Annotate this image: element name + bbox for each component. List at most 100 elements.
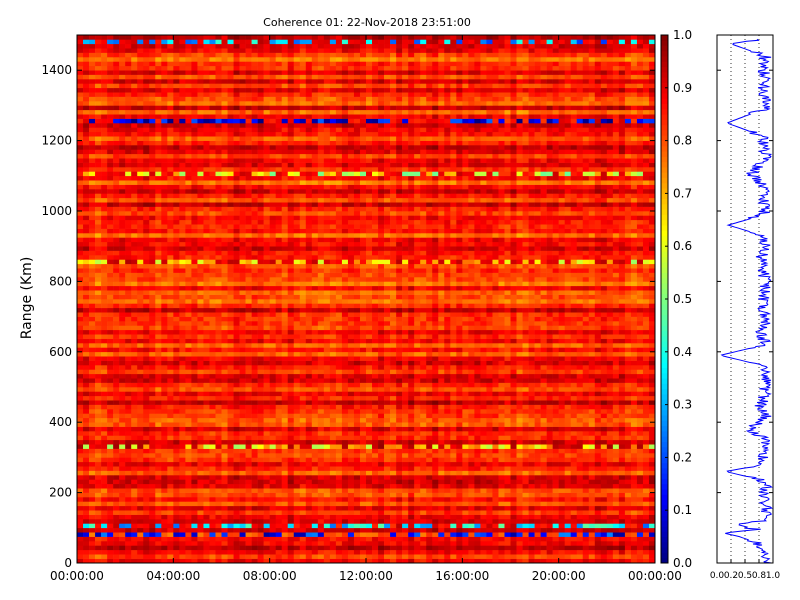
- heatmap-cell: [618, 475, 626, 480]
- heatmap-cell: [95, 400, 102, 405]
- heatmap-cell: [137, 466, 144, 471]
- heatmap-cell: [498, 453, 505, 458]
- heatmap-cell: [149, 439, 156, 445]
- heatmap-cell: [492, 373, 499, 379]
- heatmap-cell: [516, 510, 523, 515]
- heatmap-cell: [486, 422, 493, 427]
- heatmap-cell: [438, 549, 445, 555]
- heatmap-cell: [299, 453, 307, 458]
- heatmap-cell: [462, 351, 469, 357]
- heatmap-cell: [510, 448, 517, 454]
- heatmap-cell: [239, 369, 246, 375]
- heatmap-cell: [636, 439, 644, 445]
- heatmap-cell: [353, 554, 361, 559]
- heatmap-cell: [257, 545, 264, 551]
- heatmap-cell: [534, 461, 541, 467]
- heatmap-cell: [191, 444, 198, 449]
- heatmap-cell: [546, 365, 553, 370]
- heatmap-cell: [185, 444, 192, 449]
- heatmap-cell: [203, 356, 210, 361]
- heatmap-cell: [456, 497, 463, 502]
- heatmap-cell: [372, 351, 379, 357]
- heatmap-cell: [378, 514, 385, 520]
- heatmap-cell: [516, 417, 523, 423]
- heatmap-cell: [618, 545, 626, 551]
- heatmap-cell: [149, 431, 156, 436]
- heatmap-cell: [408, 483, 415, 489]
- heatmap-cell: [648, 532, 656, 537]
- heatmap-cell: [287, 466, 295, 471]
- heatmap-cell: [317, 395, 325, 401]
- heatmap-cell: [101, 448, 108, 454]
- heatmap-cell: [233, 527, 240, 533]
- heatmap-cell: [474, 497, 481, 502]
- heatmap-cell: [438, 426, 445, 432]
- heatmap-cell: [347, 351, 355, 357]
- heatmap-cell: [390, 360, 397, 366]
- heatmap-cell: [444, 422, 451, 427]
- heatmap-cell: [396, 492, 403, 498]
- heatmap-cell: [167, 470, 174, 476]
- heatmap-cell: [239, 554, 246, 559]
- heatmap-cell: [426, 400, 433, 405]
- heatmap-cell: [179, 435, 186, 441]
- heatmap-cell: [372, 439, 379, 445]
- heatmap-cell: [329, 519, 337, 524]
- heatmap-cell: [209, 519, 216, 524]
- heatmap-cell: [227, 505, 234, 511]
- heatmap-cell: [408, 523, 415, 529]
- heatmap-cell: [155, 479, 162, 485]
- heatmap-cell: [546, 338, 553, 344]
- heatmap-cell: [528, 541, 535, 546]
- heatmap-cell: [510, 417, 517, 423]
- heatmap-cell: [570, 514, 578, 520]
- heatmap-cell: [179, 549, 186, 555]
- heatmap-cell: [402, 492, 409, 498]
- heatmap-cell: [378, 351, 385, 357]
- heatmap-cell: [504, 422, 511, 427]
- heatmap-cell: [642, 554, 650, 559]
- heatmap-cell: [95, 497, 102, 502]
- heatmap-cell: [221, 501, 228, 507]
- heatmap-cell: [408, 360, 415, 366]
- heatmap-cell: [372, 395, 379, 401]
- heatmap-cell: [630, 510, 638, 515]
- heatmap-cell: [552, 466, 559, 471]
- heatmap-cell: [630, 426, 638, 432]
- heatmap-cell: [299, 466, 307, 471]
- heatmap-cell: [137, 536, 144, 542]
- heatmap-cell: [450, 505, 457, 511]
- heatmap-cell: [107, 360, 114, 366]
- heatmap-cell: [534, 514, 541, 520]
- heatmap-cell: [648, 541, 656, 546]
- heatmap-cell: [576, 505, 584, 511]
- heatmap-cell: [137, 404, 144, 410]
- heatmap-cell: [474, 475, 481, 480]
- heatmap-cell: [486, 334, 493, 339]
- heatmap-cell: [227, 453, 234, 458]
- heatmap-cell: [125, 453, 132, 458]
- heatmap-cell: [107, 523, 114, 529]
- heatmap-cell: [504, 492, 511, 498]
- heatmap-cell: [161, 453, 168, 458]
- heatmap-cell: [630, 343, 638, 348]
- heatmap-cell: [335, 395, 343, 401]
- heatmap-cell: [83, 395, 90, 401]
- heatmap-cell: [468, 400, 475, 405]
- heatmap-cell: [480, 519, 487, 524]
- heatmap-cell: [203, 523, 210, 529]
- heatmap-cell: [137, 409, 144, 414]
- heatmap-cell: [137, 457, 144, 463]
- heatmap-cell: [167, 505, 174, 511]
- heatmap-cell: [588, 373, 596, 379]
- heatmap-cell: [564, 444, 572, 449]
- heatmap-cell: [564, 488, 572, 493]
- heatmap-cell: [510, 519, 517, 524]
- heatmap-cell: [414, 488, 421, 493]
- heatmap-cell: [630, 439, 638, 445]
- heatmap-cell: [642, 400, 650, 405]
- heatmap-cell: [221, 532, 228, 537]
- heatmap-cell: [462, 431, 469, 436]
- heatmap-cell: [516, 479, 523, 485]
